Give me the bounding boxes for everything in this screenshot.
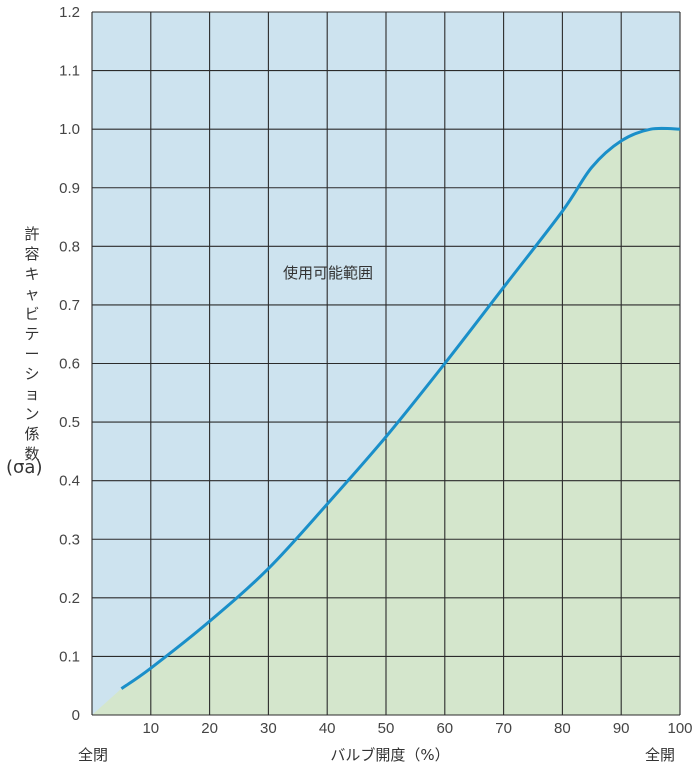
y-tick-label: 0.2 xyxy=(59,590,80,607)
x-tick-label: 70 xyxy=(495,720,512,737)
x-tick-label: 60 xyxy=(436,720,453,737)
y-axis-label-char: ビ xyxy=(24,305,40,323)
grid-lines xyxy=(91,11,681,716)
x-tick-label: 40 xyxy=(319,720,336,737)
x-tick-label: 50 xyxy=(378,720,395,737)
series-line xyxy=(120,126,681,690)
y-tick-label: 0.6 xyxy=(59,356,80,373)
y-axis-label-char: 数 xyxy=(24,445,40,463)
x-tick-label: 30 xyxy=(260,720,277,737)
y-axis-label-char: ャ xyxy=(24,285,40,303)
y-axis-symbol: (σa) xyxy=(6,457,43,478)
region-label: 使用可能範囲 xyxy=(283,264,373,282)
x-tick-labels: 10 20 30 40 50 60 70 80 90 100 xyxy=(142,720,692,737)
y-axis-label-char: シ xyxy=(24,365,40,383)
x-end-label: 全開 xyxy=(645,746,676,764)
y-tick-label: 0.1 xyxy=(59,648,80,665)
y-tick-label: 0.7 xyxy=(59,297,80,314)
y-axis-label-char: 係 xyxy=(24,425,40,443)
y-tick-label: 0.9 xyxy=(59,180,80,197)
y-tick-label: 0.4 xyxy=(59,473,80,490)
y-tick-labels: 0 0.1 0.2 0.3 0.4 0.5 0.6 0.7 0.8 0.9 1.0 1.1 1.2 xyxy=(59,4,80,724)
x-tick-label: 90 xyxy=(613,720,630,737)
y-tick-label: 1.1 xyxy=(59,63,80,80)
x-tick-label: 20 xyxy=(201,720,218,737)
x-start-label: 全閉 xyxy=(78,746,109,764)
x-axis-label: バルブ開度（%） xyxy=(330,746,450,764)
y-axis-label: 許容キャビテーション係数 xyxy=(22,224,42,464)
y-tick-label: 0 xyxy=(72,707,80,724)
y-tick-label: 0.5 xyxy=(59,414,80,431)
y-tick-label: 0.8 xyxy=(59,238,80,255)
y-axis-label-char: 許 xyxy=(24,225,40,243)
usable-area-fill xyxy=(92,128,680,715)
x-tick-label: 10 xyxy=(142,720,159,737)
y-axis-label-char: キ xyxy=(24,265,40,283)
y-axis-label-char: テ xyxy=(24,325,40,343)
y-tick-label: 0.3 xyxy=(59,531,80,548)
x-tick-label: 80 xyxy=(554,720,571,737)
x-tick-label: 100 xyxy=(667,720,692,737)
y-axis-label-char: ン xyxy=(24,405,40,423)
y-axis-label-char: ー xyxy=(24,345,40,363)
y-axis-label-char: ョ xyxy=(24,385,40,403)
y-tick-label: 1.2 xyxy=(59,4,80,21)
y-axis-label-char: 容 xyxy=(24,245,40,263)
y-tick-label: 1.0 xyxy=(59,121,80,138)
